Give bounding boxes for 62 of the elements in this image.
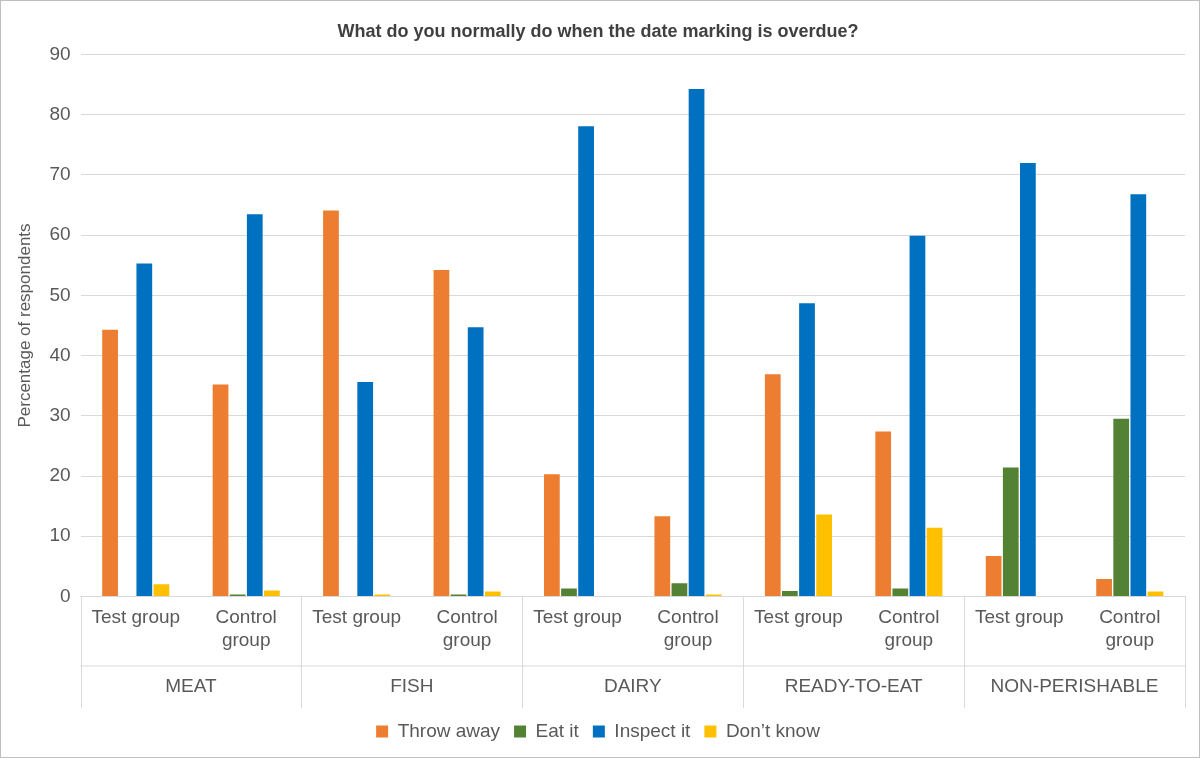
y-tick-label: 70: [49, 163, 71, 185]
bar: [136, 263, 153, 596]
bar: [153, 584, 170, 596]
bar: [561, 588, 577, 596]
bar: [782, 590, 798, 596]
bar: [484, 591, 501, 596]
text: NON-PERISHABLE: [990, 675, 1159, 697]
text: FISH: [390, 675, 434, 697]
bar: [909, 235, 926, 596]
bar: [543, 474, 560, 596]
bar: [246, 214, 263, 596]
bar: [985, 556, 1002, 596]
x-tick-label: Test group: [754, 606, 843, 628]
x-tick-label: Control group: [657, 606, 719, 650]
y-tick-label: 0: [59, 584, 71, 606]
y-tick-label: 60: [49, 223, 71, 245]
text: READY-TO-EAT: [784, 675, 924, 697]
legend-label: Don’t know: [725, 719, 821, 741]
x-tick-label: Test group: [312, 606, 402, 628]
x-tick-label: Test group: [91, 606, 181, 628]
y-tick-label: 50: [49, 283, 71, 305]
legend-label: Inspect it: [614, 719, 692, 741]
bar: [816, 514, 832, 596]
y-tick-label: 80: [49, 103, 71, 125]
bar: [1020, 162, 1036, 596]
bar: [1130, 194, 1147, 596]
bar: [1113, 418, 1130, 596]
text: DAIRY: [603, 675, 662, 697]
bar: [1002, 467, 1019, 596]
bar: [264, 590, 280, 596]
y-tick-label: 30: [49, 404, 71, 426]
bar: [875, 431, 892, 596]
y-tick-label: 90: [49, 42, 71, 64]
bar: [467, 327, 484, 596]
bar: [799, 303, 815, 596]
x-tick-label: Test group: [533, 606, 622, 628]
bar: [578, 126, 594, 596]
bar: [212, 384, 229, 596]
bar: [433, 270, 450, 596]
bar: [688, 88, 705, 596]
x-tick-label: Control group: [215, 606, 277, 650]
bar: [764, 374, 781, 596]
text: MEAT: [165, 675, 218, 697]
bar: [892, 588, 909, 596]
bar: [926, 527, 943, 596]
x-tick-label: Control group: [436, 606, 498, 650]
bar: [1096, 578, 1112, 596]
legend-label: Eat it: [535, 719, 580, 741]
y-axis-title: Percentage of respondents: [14, 223, 34, 428]
y-tick-label: 20: [49, 464, 71, 486]
y-tick-label: 10: [49, 524, 71, 546]
bar: [323, 210, 339, 596]
bar: [102, 329, 118, 596]
y-tick-label: 40: [49, 343, 71, 365]
chart-title: What do you normally do when the date marking is overdue?: [337, 20, 859, 41]
bar: [671, 583, 688, 596]
x-tick-label: Test group: [974, 606, 1064, 628]
x-tick-label: Control group: [878, 606, 940, 650]
x-tick-label: Control group: [1099, 606, 1161, 650]
legend-label: Throw away: [397, 719, 501, 741]
bar: [654, 516, 671, 596]
bar: [357, 382, 374, 596]
